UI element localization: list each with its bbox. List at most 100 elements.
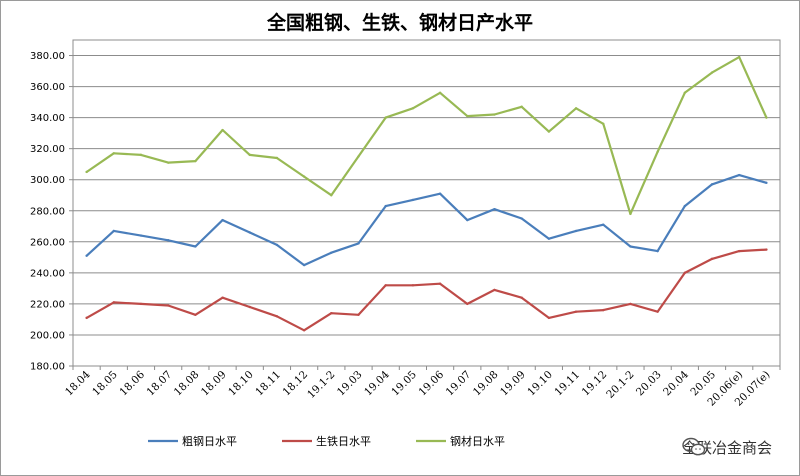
data-point-s0-11 [384, 204, 387, 208]
x-tick-label-18: 19.11 [552, 369, 582, 399]
y-tick-label-9: 360.00 [30, 82, 65, 93]
x-tick-label-0: 18.04 [63, 368, 93, 398]
data-point-s0-21 [656, 249, 659, 253]
data-point-s1-11 [384, 284, 387, 287]
data-point-s1-3 [166, 304, 170, 307]
y-tick-label-4: 260.00 [30, 237, 65, 248]
y-tick-label-0: 180.00 [30, 362, 65, 373]
data-point-s2-20 [629, 212, 632, 216]
plot-area [72, 39, 781, 367]
y-tick-label-1: 200.00 [30, 330, 65, 341]
data-point-s2-4 [194, 159, 197, 163]
data-point-s0-20 [629, 245, 632, 248]
data-point-s1-22 [683, 271, 687, 275]
data-point-s0-13 [438, 192, 442, 195]
x-tick-label-7: 18.11 [253, 369, 283, 399]
data-point-s2-18 [574, 107, 578, 110]
series-line-2 [85, 55, 768, 215]
data-point-s0-1 [112, 229, 115, 233]
x-tick-label-13: 19.06 [416, 368, 446, 398]
data-point-s1-0 [85, 316, 88, 320]
data-point-s2-7 [275, 156, 279, 160]
data-point-s2-1 [112, 152, 115, 155]
data-point-s0-24 [738, 173, 741, 177]
series-line-1 [86, 248, 767, 332]
data-point-s2-6 [248, 153, 251, 157]
data-point-s0-7 [275, 243, 279, 247]
data-point-s1-21 [656, 310, 659, 313]
data-point-s2-16 [520, 105, 523, 108]
data-point-s1-4 [194, 313, 197, 316]
watermark: 全联冶金商会 [682, 437, 772, 458]
x-tick-label-11: 19.04 [362, 368, 392, 398]
data-point-s0-10 [357, 242, 360, 245]
y-tick-label-5: 280.00 [30, 206, 65, 217]
data-point-s0-23 [710, 183, 714, 186]
data-point-s2-17 [547, 130, 551, 133]
data-point-s1-1 [112, 301, 115, 304]
x-tick-label-10: 19.03 [335, 369, 365, 399]
x-tick-label-9: 19.1-2 [305, 369, 337, 401]
legend-label-2: 钢材日水平 [450, 434, 505, 448]
x-tick-label-3: 18.07 [145, 369, 175, 399]
data-point-s2-12 [411, 107, 415, 110]
y-tick-label-3: 240.00 [30, 268, 65, 279]
data-point-s1-18 [574, 310, 578, 313]
data-point-s2-25 [765, 116, 768, 119]
x-tick-label-15: 19.08 [471, 369, 501, 399]
watermark-text: 全联冶金商会 [681, 439, 772, 457]
data-point-s2-3 [166, 161, 170, 164]
data-point-s2-14 [466, 114, 469, 118]
data-point-s0-8 [302, 263, 306, 267]
x-tick-label-2: 18.06 [117, 368, 147, 398]
data-point-s0-19 [602, 223, 605, 226]
data-point-s2-10 [357, 155, 360, 158]
legend-label-1: 生铁日水平 [316, 434, 371, 448]
data-point-s1-23 [710, 257, 714, 261]
data-point-s0-14 [466, 218, 469, 222]
data-point-s0-0 [85, 254, 88, 257]
data-point-s1-8 [302, 329, 306, 332]
data-point-s0-12 [411, 198, 415, 202]
x-tick-label-4: 18.08 [172, 369, 202, 399]
data-point-s2-19 [602, 122, 605, 126]
x-tick-label-21: 20.03 [634, 369, 664, 399]
data-point-s0-4 [194, 245, 197, 248]
data-point-s1-15 [493, 288, 496, 292]
x-tick-label-22: 20.04 [661, 368, 691, 398]
wechat-icon [682, 437, 706, 456]
data-point-s1-5 [221, 296, 224, 299]
data-point-s1-14 [466, 302, 469, 306]
x-tick-label-17: 19.10 [525, 369, 555, 399]
data-point-s0-18 [574, 229, 578, 233]
data-point-s2-23 [710, 71, 714, 74]
x-tick-label-14: 19.07 [444, 369, 474, 399]
data-point-s0-6 [248, 231, 251, 234]
data-point-s1-6 [248, 305, 251, 309]
data-point-s0-17 [547, 237, 551, 240]
data-point-s0-5 [221, 218, 224, 222]
data-point-s0-16 [520, 217, 523, 220]
y-tick-label-10: 380.00 [30, 51, 65, 62]
y-tick-label-2: 220.00 [30, 299, 65, 310]
data-point-s2-22 [683, 91, 687, 94]
data-point-s1-12 [411, 284, 415, 287]
data-point-s2-9 [330, 194, 333, 197]
x-tick-label-20: 20.1-2 [604, 369, 636, 401]
data-point-s1-2 [139, 302, 143, 306]
data-point-s1-17 [547, 316, 551, 320]
data-point-s2-13 [438, 91, 442, 94]
x-tick-label-1: 18.05 [90, 369, 120, 399]
x-tick-label-6: 18.10 [226, 369, 256, 399]
data-point-s1-7 [275, 315, 279, 318]
data-point-s0-15 [493, 208, 496, 211]
data-point-s2-15 [493, 113, 496, 116]
data-point-s2-2 [139, 153, 143, 157]
data-point-s2-11 [384, 116, 387, 119]
data-point-s1-9 [330, 312, 333, 315]
data-point-s0-9 [330, 251, 333, 254]
data-point-s2-21 [656, 150, 659, 153]
y-tick-label-6: 300.00 [30, 175, 65, 186]
data-point-s1-20 [629, 302, 632, 306]
